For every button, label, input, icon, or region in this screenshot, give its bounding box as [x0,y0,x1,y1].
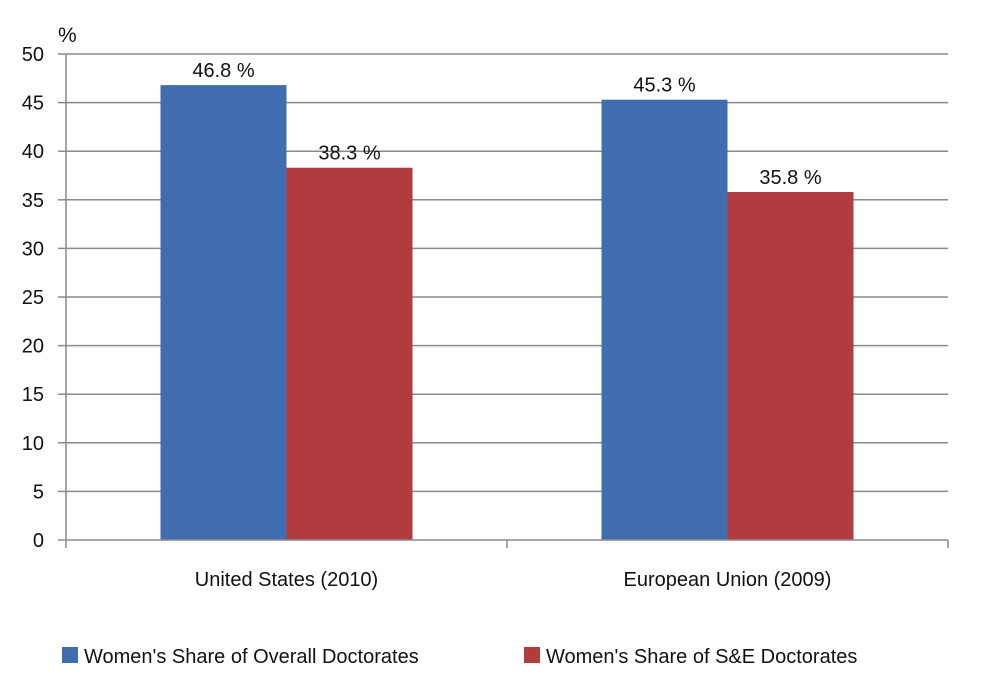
legend-swatch [62,647,78,663]
legend-label: Women's Share of S&E Doctorates [546,646,857,668]
bar [727,192,854,541]
axes: 0 5 10 15 20 25 30 35 40 45 50 United States (2010)… [22,44,949,591]
y-axis-label: % [58,24,77,47]
legend: Women's Share of Overall Doctorates Women… [62,646,857,668]
bars: 46.8 % 38.3 % 45.3 % 35.8 % [160,60,854,541]
y-tick-label: 5 [33,481,44,503]
data-label: 46.8 % [192,60,254,82]
y-tick-label: 20 [22,336,44,358]
x-tick-label: United States (2010) [195,569,378,591]
bar [160,85,287,540]
y-tick-label: 50 [22,44,44,66]
bar [286,167,413,540]
y-tick-label: 45 [22,93,44,115]
legend-label: Women's Share of Overall Doctorates [84,646,419,668]
legend-swatch [524,647,540,663]
y-tick-label: 40 [22,141,44,163]
data-label: 45.3 % [633,75,695,97]
data-label: 35.8 % [759,167,821,189]
y-tick-label: 25 [22,287,44,309]
y-tick-label: 15 [22,384,44,406]
x-tick-label: European Union (2009) [624,569,832,591]
y-tick-label: 0 [33,530,44,552]
data-label: 38.3 % [318,143,380,165]
y-tick-label: 35 [22,190,44,212]
y-tick-label: 30 [22,238,44,260]
y-tick-label: 10 [22,433,44,455]
bar [601,99,728,541]
